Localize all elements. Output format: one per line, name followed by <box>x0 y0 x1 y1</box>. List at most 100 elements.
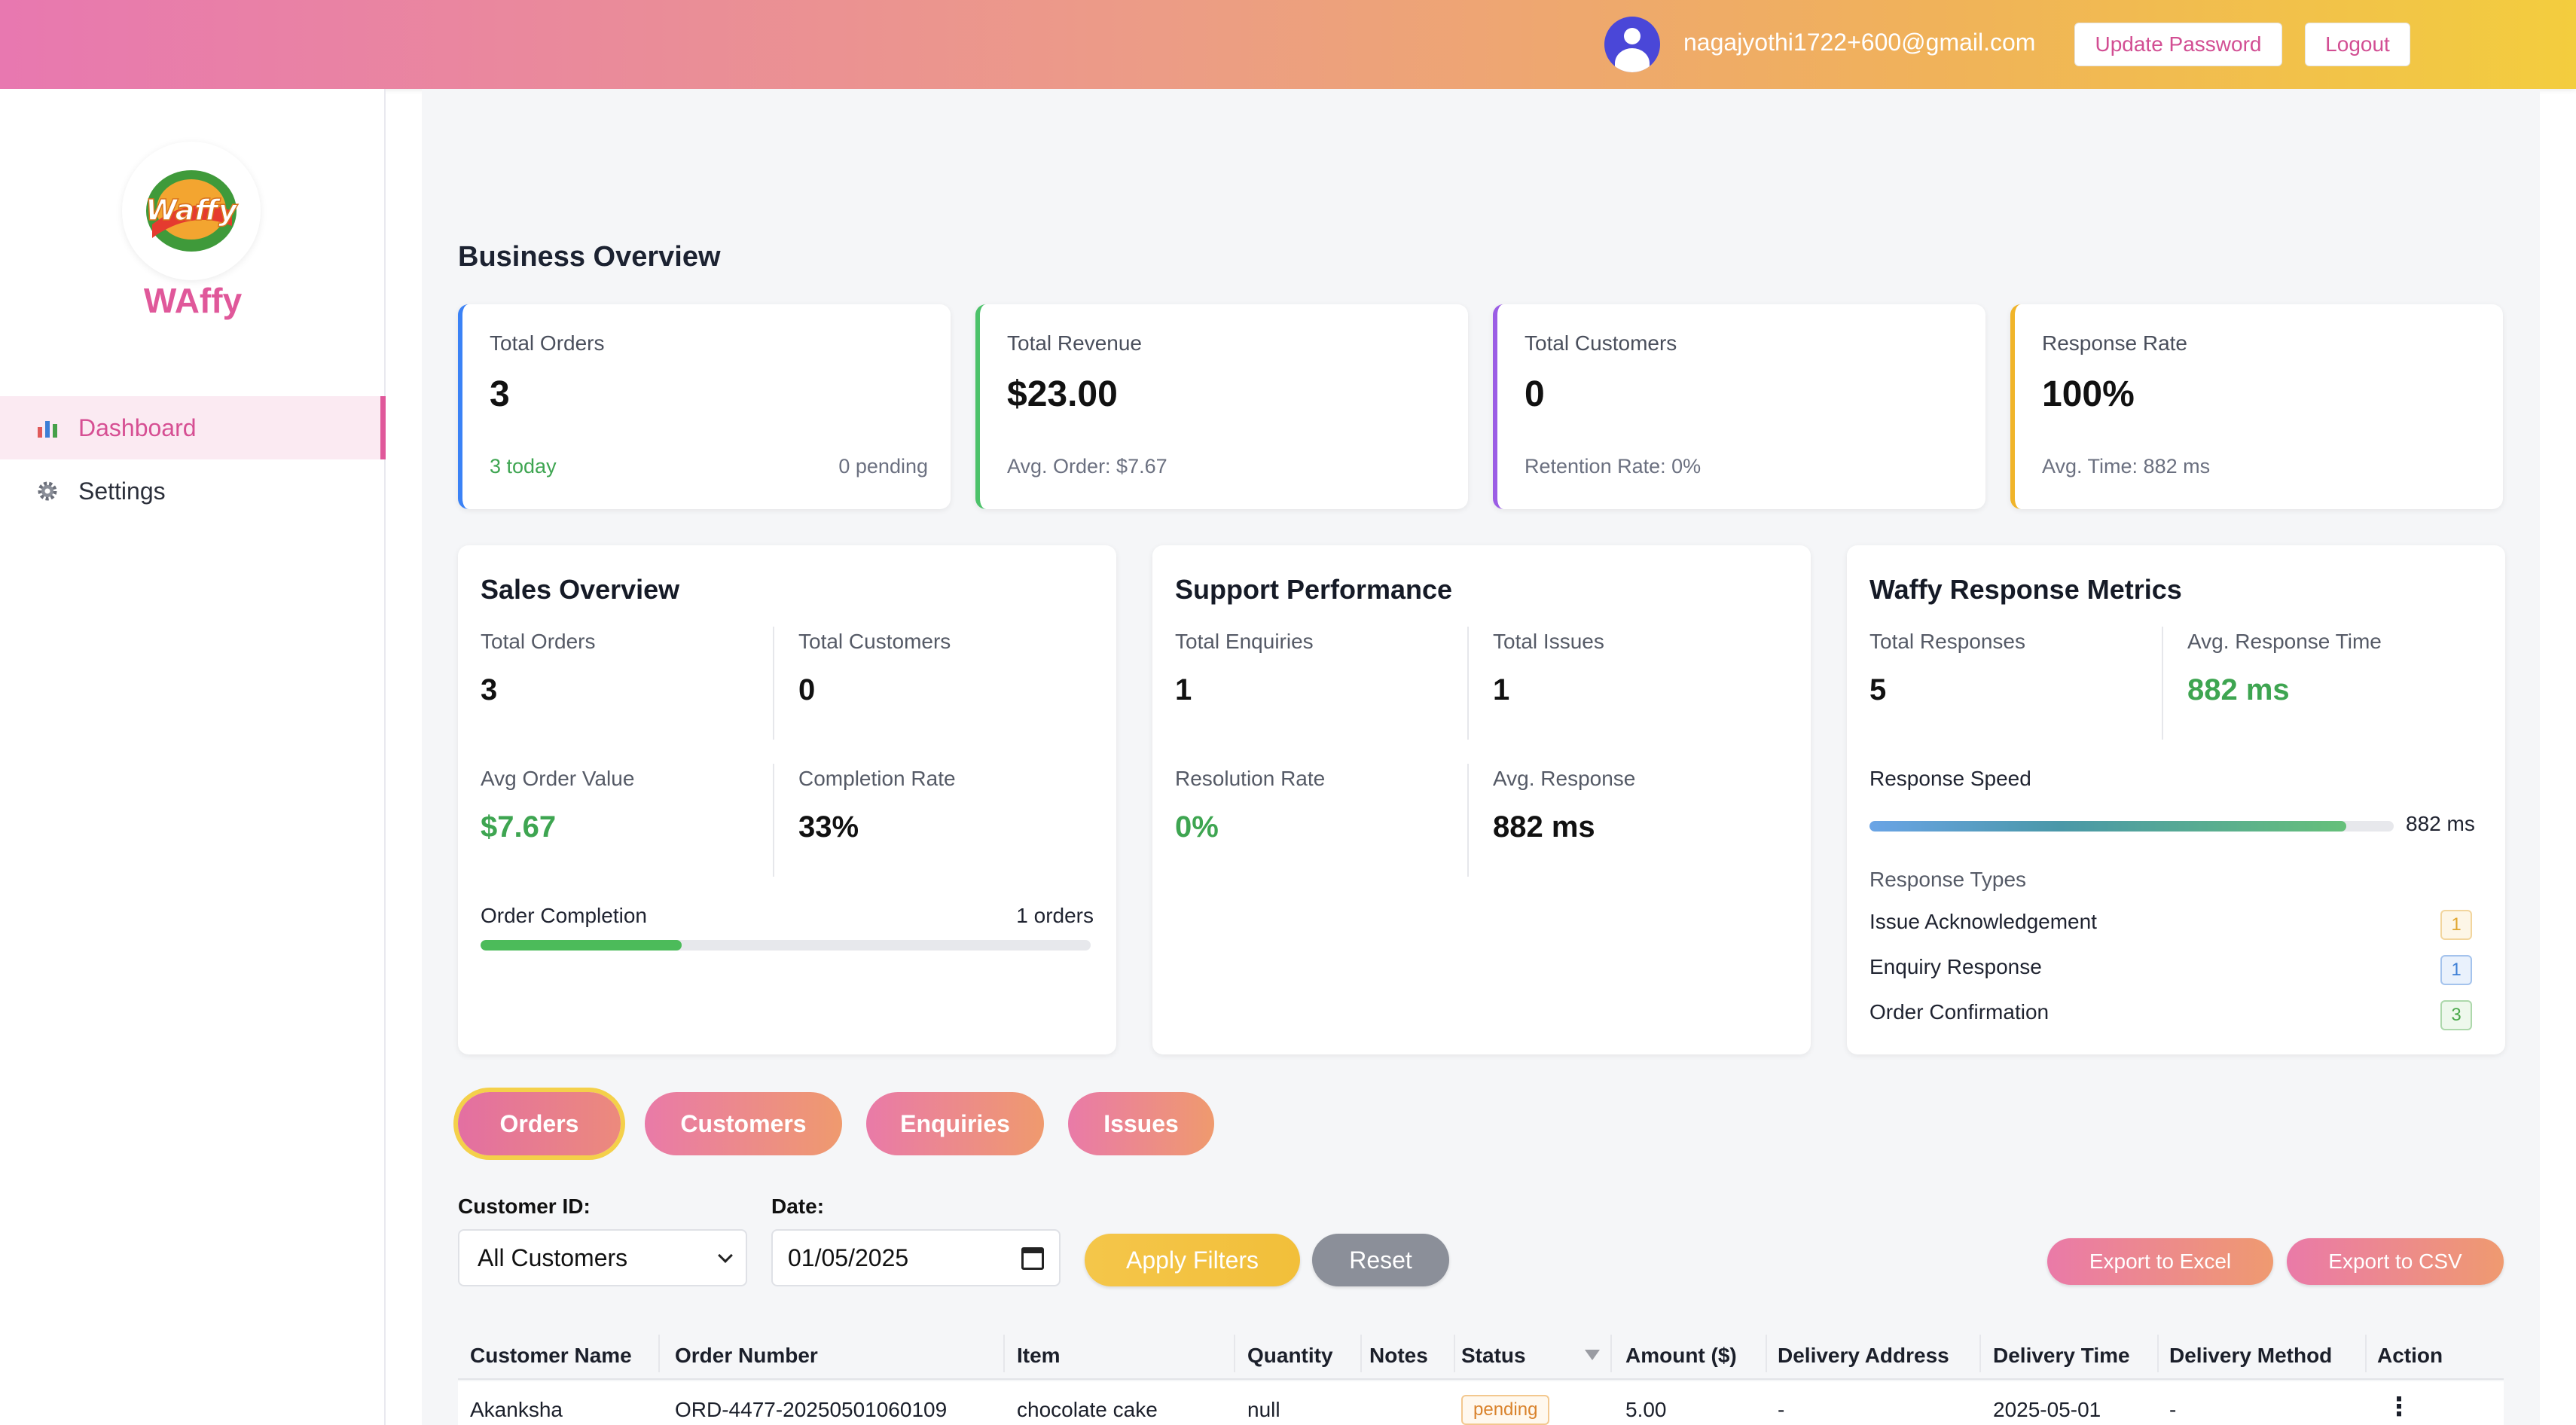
metric-label: Completion Rate <box>798 767 956 790</box>
cell-delivery-time: 2025-05-01 <box>1993 1398 2101 1421</box>
column-header[interactable]: Delivery Address <box>1778 1344 1949 1367</box>
response-type-label: Enquiry Response <box>1869 955 2042 978</box>
column-header[interactable]: Item <box>1017 1344 1061 1367</box>
user-avatar-icon[interactable] <box>1604 17 1660 72</box>
export-excel-button[interactable]: Export to Excel <box>2047 1238 2273 1285</box>
metric-label: Avg Order Value <box>481 767 635 790</box>
metric-label: Total Customers <box>798 630 951 653</box>
column-header[interactable]: Delivery Method <box>2169 1344 2333 1367</box>
cell-quantity: null <box>1247 1398 1280 1421</box>
stat-card-total-customers: Total Customers 0 Retention Rate: 0% <box>1493 304 1985 509</box>
metric-value: 3 <box>481 673 498 706</box>
column-header[interactable]: Status <box>1461 1344 1526 1367</box>
response-speed-value: 882 ms <box>2406 812 2475 835</box>
reset-button[interactable]: Reset <box>1312 1234 1449 1286</box>
date-input[interactable]: 01/05/2025 <box>771 1229 1061 1286</box>
order-completion-label: Order Completion <box>481 904 647 927</box>
order-completion-fill <box>481 940 682 951</box>
customer-id-value: All Customers <box>478 1243 628 1271</box>
tab-issues[interactable]: Issues <box>1068 1092 1214 1155</box>
date-label: Date: <box>771 1195 825 1218</box>
brand-logo: Waffy <box>122 142 261 280</box>
cell-amount: 5.00 <box>1625 1398 1667 1421</box>
metric-value: 5 <box>1869 673 1887 706</box>
column-header[interactable]: Delivery Time <box>1993 1344 2130 1367</box>
stat-sub: 3 today <box>490 455 557 478</box>
metric-value: 882 ms <box>1493 810 1595 844</box>
sidebar-item-dashboard[interactable]: Dashboard <box>0 396 386 459</box>
stat-value: 3 <box>490 374 510 414</box>
tab-enquiries[interactable]: Enquiries <box>866 1092 1044 1155</box>
chevron-down-icon <box>718 1248 733 1263</box>
metric-value: $7.67 <box>481 810 557 844</box>
stat-card-response-rate: Response Rate 100% Avg. Time: 882 ms <box>2010 304 2503 509</box>
stat-value: $23.00 <box>1007 374 1118 414</box>
stat-sub-right: 0 pending <box>838 455 928 478</box>
more-actions-icon[interactable]: ⋮ <box>2386 1393 2412 1421</box>
stat-value: 100% <box>2042 374 2135 414</box>
table-header: Customer Name Order Number Item Quantity… <box>458 1327 2504 1380</box>
response-types-label: Response Types <box>1869 868 2027 891</box>
tab-orders[interactable]: Orders <box>458 1092 621 1155</box>
filter-icon[interactable] <box>1585 1350 1600 1360</box>
customer-id-select[interactable]: All Customers <box>458 1229 747 1286</box>
column-header[interactable]: Order Number <box>675 1344 818 1367</box>
sidebar: Waffy WAffy Dashboard Settings <box>0 89 386 1425</box>
sales-overview-panel: Sales Overview Total Orders 3 Total Cust… <box>458 545 1116 1054</box>
top-bar: nagajyothi1722+600@gmail.com Update Pass… <box>0 0 2576 89</box>
stat-sub: Avg. Time: 882 ms <box>2042 455 2211 478</box>
stat-sub: Retention Rate: 0% <box>1525 455 1702 478</box>
metric-label: Total Enquiries <box>1175 630 1314 653</box>
cell-delivery-method: - <box>2169 1398 2177 1421</box>
cell-delivery-address: - <box>1778 1398 1785 1421</box>
customer-id-label: Customer ID: <box>458 1195 591 1218</box>
stat-label: Total Revenue <box>1007 331 1143 355</box>
metric-label: Total Issues <box>1493 630 1604 653</box>
column-header[interactable]: Notes <box>1369 1344 1428 1367</box>
export-csv-button[interactable]: Export to CSV <box>2287 1238 2504 1285</box>
metric-label: Resolution Rate <box>1175 767 1326 790</box>
cell-customer-name: Akanksha <box>470 1398 563 1421</box>
column-header[interactable]: Customer Name <box>470 1344 632 1367</box>
sidebar-item-settings[interactable]: Settings <box>0 459 386 523</box>
metric-value: 33% <box>798 810 859 844</box>
response-type-label: Order Confirmation <box>1869 1000 2050 1024</box>
cell-item: chocolate cake <box>1017 1398 1158 1421</box>
panel-title: Sales Overview <box>481 574 680 605</box>
response-type-count-badge: 3 <box>2440 1000 2472 1030</box>
logo-text: Waffy <box>145 194 239 227</box>
stat-sub: Avg. Order: $7.67 <box>1007 455 1167 478</box>
column-header[interactable]: Action <box>2377 1344 2443 1367</box>
metric-value: 882 ms <box>2187 673 2290 706</box>
section-title: Business Overview <box>458 241 721 273</box>
sidebar-item-label: Settings <box>78 477 166 505</box>
metric-label: Avg. Response <box>1493 767 1636 790</box>
stat-label: Total Orders <box>490 331 605 355</box>
response-speed-progress <box>1869 821 2394 832</box>
metric-label: Total Responses <box>1869 630 2026 653</box>
column-header[interactable]: Amount ($) <box>1625 1344 1737 1367</box>
column-header[interactable]: Quantity <box>1247 1344 1333 1367</box>
calendar-icon[interactable] <box>1021 1247 1044 1270</box>
user-email: nagajyothi1722+600@gmail.com <box>1683 29 2036 56</box>
stat-card-total-orders: Total Orders 3 3 today 0 pending <box>458 304 951 509</box>
tab-customers[interactable]: Customers <box>645 1092 842 1155</box>
logout-button[interactable]: Logout <box>2305 23 2410 66</box>
response-speed-label: Response Speed <box>1869 767 2031 790</box>
response-type-label: Issue Acknowledgement <box>1869 910 2097 933</box>
response-type-count-badge: 1 <box>2440 955 2472 985</box>
stat-card-total-revenue: Total Revenue $23.00 Avg. Order: $7.67 <box>975 304 1468 509</box>
update-password-button[interactable]: Update Password <box>2074 23 2282 66</box>
stat-label: Response Rate <box>2042 331 2188 355</box>
table-row[interactable]: Akanksha ORD-4477-20250501060109 chocola… <box>458 1381 2504 1425</box>
response-type-row: Order Confirmation 3 <box>1869 1000 2472 1033</box>
sidebar-item-label: Dashboard <box>78 413 197 441</box>
metric-value: 0% <box>1175 810 1219 844</box>
stat-label: Total Customers <box>1525 331 1677 355</box>
metric-value: 0 <box>798 673 816 706</box>
apply-filters-button[interactable]: Apply Filters <box>1085 1234 1300 1286</box>
gear-icon <box>36 480 59 502</box>
metric-label: Total Orders <box>481 630 596 653</box>
status-badge: pending <box>1461 1395 1550 1425</box>
metric-value: 1 <box>1175 673 1192 706</box>
